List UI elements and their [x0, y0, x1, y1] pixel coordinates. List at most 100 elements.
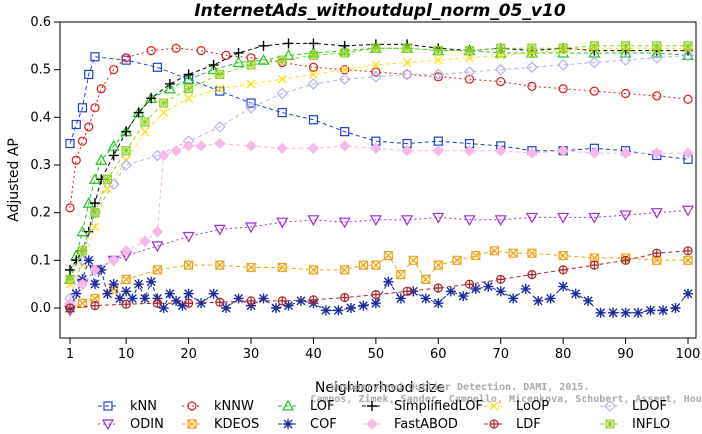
data-point-loop [340, 65, 350, 75]
legend-item-knnw: kNNW [182, 399, 254, 414]
data-point-inflo [652, 41, 662, 51]
legend-marker-inflo [605, 419, 615, 429]
data-point-cof [258, 293, 269, 304]
data-point-inflo [121, 146, 131, 156]
data-point-ldof [370, 70, 382, 83]
data-point-knnw [433, 72, 443, 82]
x-axis: 1 10 20 30 40 50 60 70 80 90 100 [66, 338, 701, 362]
data-point-knnw [371, 67, 381, 77]
chart-title: InternetAds_withoutdupl_norm_05_v10 [194, 1, 566, 21]
data-point-inflo [65, 274, 75, 284]
data-point-cof [171, 295, 182, 306]
data-point-cof [133, 279, 144, 290]
data-point-lof [182, 72, 195, 84]
data-point-simplifiedlof [183, 69, 194, 80]
data-point-ldof [526, 61, 538, 74]
data-point-odin [307, 215, 320, 227]
data-point-inflo [277, 55, 287, 65]
data-point-lof [107, 139, 120, 151]
data-point-kdeos [589, 253, 599, 263]
legend-marker-lof [281, 399, 295, 411]
data-point-fastabod [139, 235, 151, 247]
series-line-lof [69, 47, 689, 280]
data-point-cof [295, 295, 306, 306]
data-point-ldof [276, 87, 289, 100]
data-point-cof [370, 298, 381, 309]
data-point-knn [71, 119, 81, 130]
data-point-cof [645, 305, 656, 316]
data-point-fastabod [557, 144, 569, 157]
legend-label-knnw: kNNW [214, 399, 254, 414]
data-point-ldf [65, 303, 75, 313]
data-point-kdeos [527, 248, 537, 258]
data-point-inflo [527, 43, 537, 53]
data-point-lof [207, 63, 220, 75]
data-point-odin [432, 212, 445, 224]
legend-label-ldf: LDF [516, 417, 541, 432]
data-point-loop [184, 93, 194, 103]
data-point-cof [520, 283, 531, 294]
data-point-knn [308, 115, 319, 125]
data-point-fastabod [76, 278, 89, 290]
data-point-inflo [340, 48, 350, 58]
x-tick-label: 100 [676, 347, 701, 362]
data-point-knnw [96, 84, 106, 94]
data-point-kdeos [471, 250, 481, 261]
data-point-cof [633, 307, 644, 318]
data-point-cof [152, 293, 163, 304]
data-point-loop [371, 60, 381, 70]
data-point-inflo [140, 117, 150, 127]
data-point-ldf [683, 246, 693, 256]
data-point-lof [681, 49, 695, 60]
data-point-cof [383, 276, 394, 287]
data-point-cof [495, 286, 506, 297]
series-line-inflo [69, 45, 688, 280]
data-point-fastabod [195, 140, 207, 152]
legend-item-knn: kNN [98, 399, 157, 414]
data-point-lof [257, 53, 270, 65]
data-point-kdeos [121, 274, 131, 284]
legend-marker-ldof [604, 400, 616, 412]
legend-marker-simplifiedlof [367, 401, 377, 411]
legend-label-loop: LoOP [516, 399, 549, 414]
data-point-inflo [433, 46, 443, 56]
data-point-ldf [277, 296, 287, 306]
data-point-inflo [558, 43, 568, 53]
data-point-cof [196, 298, 207, 309]
series-cof [65, 255, 693, 318]
data-point-cof [320, 305, 331, 316]
data-point-kdeos [152, 265, 162, 275]
data-point-cof [71, 288, 82, 299]
data-point-kdeos [396, 270, 406, 280]
watermark-line-2: Unsupervised Outlier Detection. DAMI, 20… [331, 381, 590, 393]
data-point-knn [121, 55, 131, 65]
data-point-cof [408, 286, 419, 297]
data-point-knnw [527, 81, 537, 91]
data-point-knn [84, 69, 94, 80]
data-point-inflo [371, 43, 381, 53]
data-point-kdeos [433, 260, 443, 270]
legend-item-ldof: LDOF [600, 399, 667, 414]
series-line-odin [69, 209, 689, 311]
data-point-ldof [307, 78, 320, 90]
legend-marker-knnw [187, 401, 197, 411]
series-loop [65, 43, 693, 289]
data-point-inflo [308, 50, 319, 60]
data-point-inflo [102, 174, 113, 184]
data-point-ldof [650, 51, 663, 64]
data-point-cof [333, 305, 344, 316]
x-tick-label: 70 [492, 347, 509, 362]
series-inflo [65, 41, 693, 284]
data-point-simplifiedlof [208, 59, 219, 70]
legend-marker-kdeos [187, 419, 197, 429]
y-tick-label: 0.3 [30, 158, 51, 173]
data-point-fastabod [151, 226, 164, 238]
data-point-lof [619, 46, 632, 58]
data-point-simplifiedlof [133, 107, 144, 118]
data-point-ldf [184, 298, 194, 308]
data-point-simplifiedlof [146, 93, 157, 104]
data-point-ldf [215, 297, 225, 307]
data-point-knnw [620, 88, 631, 99]
data-point-knnw [121, 53, 131, 63]
